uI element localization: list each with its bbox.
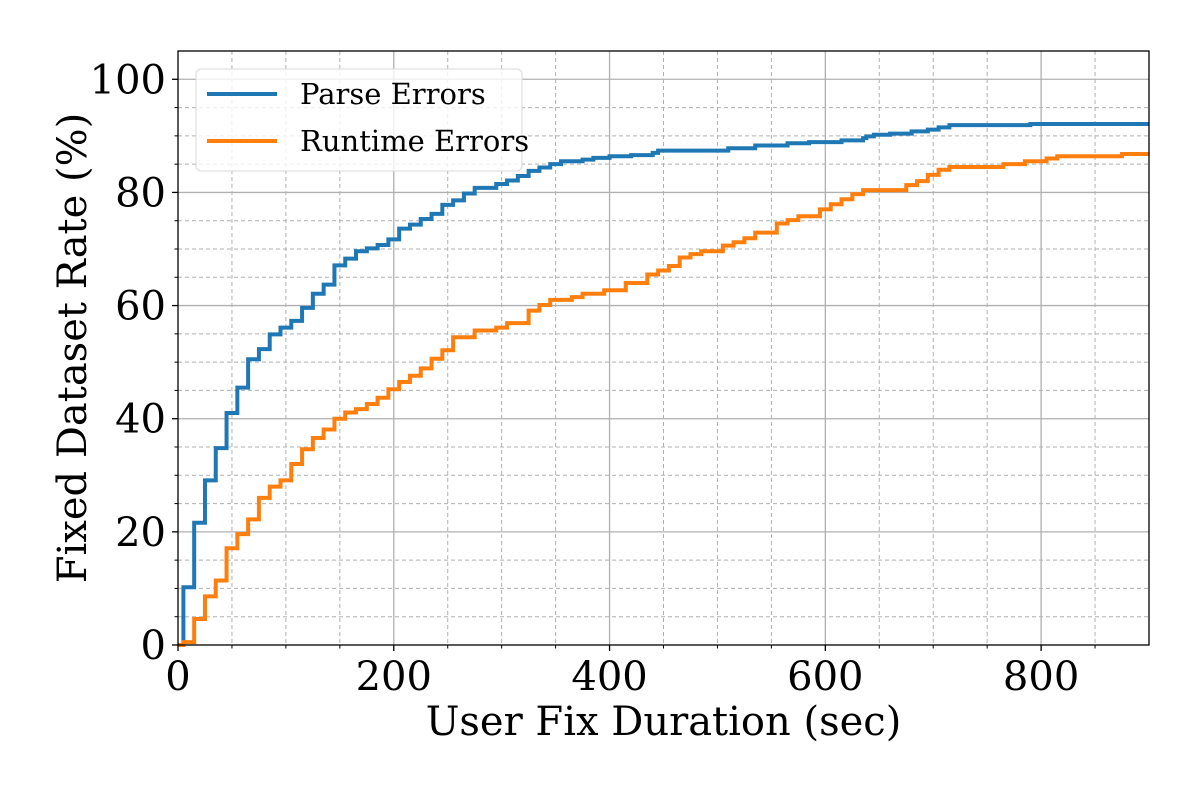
legend-box [195, 68, 523, 172]
x-tick-label: 800 [1003, 654, 1079, 700]
legend-label-2: Runtime Errors [300, 124, 529, 158]
x-axis-label: User Fix Duration (sec) [426, 699, 902, 745]
x-tick-label: 600 [787, 654, 863, 700]
x-tick-label: 0 [165, 654, 190, 700]
y-tick-label: 100 [90, 57, 166, 103]
y-axis-label: Fixed Dataset Rate (%) [50, 113, 96, 584]
series-line-2 [178, 151, 1149, 647]
grid [178, 51, 1149, 645]
legend-label-1: Parse Errors [300, 77, 486, 111]
y-tick-label: 80 [115, 170, 166, 216]
y-tick-label: 40 [115, 397, 166, 443]
y-tick-label: 60 [115, 284, 166, 330]
series-line-1 [178, 121, 1149, 647]
legend: Parse Errors Runtime Errors [195, 68, 529, 172]
x-tick-label: 400 [571, 654, 647, 700]
y-tick-label: 20 [115, 510, 166, 556]
tick-labels: 0 200 400 600 800 0 20 40 60 80 100 [90, 57, 1096, 700]
y-tick-label: 0 [141, 623, 166, 669]
series-layer [178, 121, 1149, 647]
x-tick-label: 200 [356, 654, 432, 700]
